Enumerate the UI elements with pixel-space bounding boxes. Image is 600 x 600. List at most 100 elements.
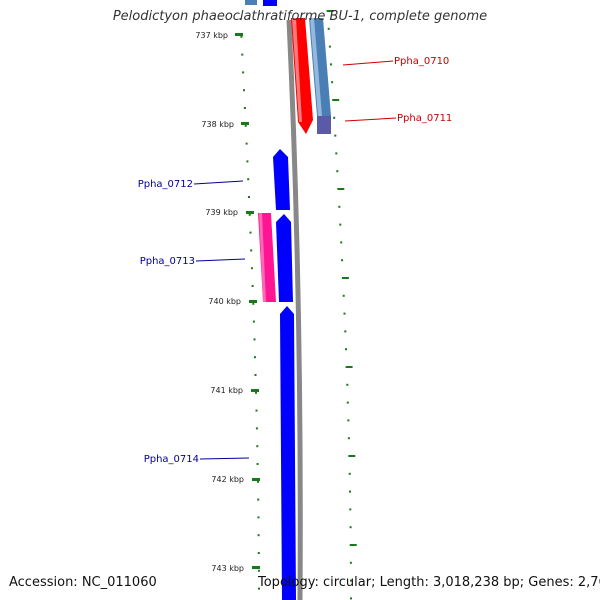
outer-ring-dot (326, 10, 334, 12)
gene-ppha-0711-highlight (310, 18, 322, 116)
inner-ring-dot (256, 463, 259, 465)
inner-ring-dot (257, 498, 260, 501)
outer-ring-dot (348, 455, 356, 457)
inner-ring-dot (243, 89, 245, 92)
tick-label-741: 741 kbp (210, 386, 243, 395)
accession-text: Accession: NC_011060 (9, 575, 157, 590)
inner-ring-dot (239, 18, 242, 20)
outer-ring-dot (347, 419, 350, 422)
inner-ring-dot (254, 374, 257, 376)
gene-partial-blue-top-left[interactable] (245, 0, 257, 5)
label-ppha-0714[interactable]: Ppha_0714 (144, 454, 199, 465)
outer-ring-dot (349, 544, 357, 546)
outer-ring-dot (330, 63, 332, 66)
inner-ring-dot (245, 142, 248, 145)
outer-ring-dot (328, 45, 331, 48)
tick-label-739: 739 kbp (205, 208, 238, 217)
tick-mark-741 (251, 389, 259, 392)
outer-ring-dot (350, 579, 352, 582)
outer-ring-dot (339, 223, 342, 226)
tick-labels: 737 kbp 738 kbp 739 kbp 740 kbp 741 kbp … (195, 31, 244, 573)
inner-ring-dot (257, 480, 259, 483)
leader-ppha-0714 (199, 457, 250, 460)
inner-ring-dot (248, 213, 251, 216)
label-ppha-0712[interactable]: Ppha_0712 (138, 179, 193, 190)
outer-ring-dot (345, 366, 353, 368)
outer-ring-dot (346, 401, 349, 404)
tick-label-740: 740 kbp (208, 297, 241, 306)
inner-ring-dot (247, 178, 250, 181)
outer-ring-dot (348, 472, 351, 475)
gene-partial-blue-top-mid[interactable] (263, 0, 277, 6)
outer-ring-dot (346, 383, 349, 386)
inner-ring-dot (240, 35, 243, 38)
gene-ppha-0712[interactable] (273, 149, 290, 210)
tick-mark-740 (249, 300, 257, 303)
inner-ring-dot (257, 569, 260, 572)
leader-ppha-0712 (193, 180, 244, 185)
tick-marks (235, 33, 260, 569)
inner-ring-dot (255, 391, 257, 394)
inner-ring-dot (244, 124, 247, 127)
outer-ring-dot (340, 241, 343, 244)
inner-ring-dot (252, 320, 255, 323)
gene-ppha-0713-highlight (259, 213, 266, 302)
outer-ring-dot (334, 134, 337, 137)
leader-ppha-0711 (344, 117, 397, 122)
leader-ppha-0713 (195, 258, 246, 262)
tick-label-738: 738 kbp (201, 120, 234, 129)
outer-ring-dot (335, 152, 338, 155)
outer-ring-dot (333, 116, 336, 119)
gene-ppha-0710-highlight (292, 18, 302, 122)
outer-ring-dot (336, 170, 339, 173)
label-ppha-0711[interactable]: Ppha_0711 (397, 113, 452, 124)
outer-ring-dot (341, 277, 349, 279)
label-lines (193, 60, 397, 460)
inner-ring-dot (254, 356, 256, 359)
label-ppha-0713[interactable]: Ppha_0713 (140, 256, 195, 267)
tick-label-742: 742 kbp (211, 475, 244, 484)
outer-ring-dot (331, 81, 334, 84)
gene-ppha-0714[interactable] (280, 306, 296, 600)
inner-ring-dot (258, 587, 260, 590)
inner-ring-dot (250, 267, 253, 270)
leader-ppha-0710 (342, 60, 394, 66)
gene-blue-739[interactable] (276, 214, 293, 302)
inner-ring-dot (248, 196, 250, 198)
inner-ring-dot (246, 160, 249, 163)
inner-ring-dot (250, 249, 253, 252)
inner-ring-dot (257, 516, 260, 519)
map-title: Pelodictyon phaeoclathratiforme BU-1, co… (112, 9, 488, 24)
tick-mark-739 (246, 211, 254, 214)
inner-dot-ring (239, 18, 260, 590)
tick-mark-743 (252, 566, 260, 569)
inner-ring-dot (256, 445, 259, 448)
outer-ring-dot (332, 99, 340, 101)
outer-ring-dot (349, 561, 352, 564)
inner-ring-dot (257, 534, 260, 537)
tick-mark-738 (241, 122, 249, 125)
outer-ring-dot (350, 597, 352, 600)
outer-ring-dot (342, 294, 345, 297)
outer-ring-dot (344, 330, 347, 333)
label-ppha-0710[interactable]: Ppha_0710 (394, 56, 449, 67)
genome-backbone (286, 19, 303, 600)
genome-summary-text: Topology: circular; Length: 3,018,238 bp… (258, 575, 600, 590)
outer-ring-dot (349, 508, 352, 511)
inner-ring-dot (241, 53, 244, 56)
outer-ring-dot (345, 348, 347, 351)
outer-ring-dot (349, 526, 352, 529)
outer-ring-dot (341, 259, 344, 262)
inner-ring-dot (243, 107, 246, 109)
inner-ring-dot (252, 302, 255, 305)
inner-ring-dot (242, 71, 245, 74)
outer-ring-dot (337, 188, 345, 190)
tick-mark-742 (252, 478, 260, 481)
gene-ppha-0711-end (317, 116, 331, 134)
tick-mark-737 (235, 33, 243, 36)
outer-dot-ring (326, 10, 357, 600)
inner-ring-dot (251, 285, 254, 287)
inner-ring-dot (255, 427, 258, 430)
inner-ring-dot (257, 552, 260, 554)
